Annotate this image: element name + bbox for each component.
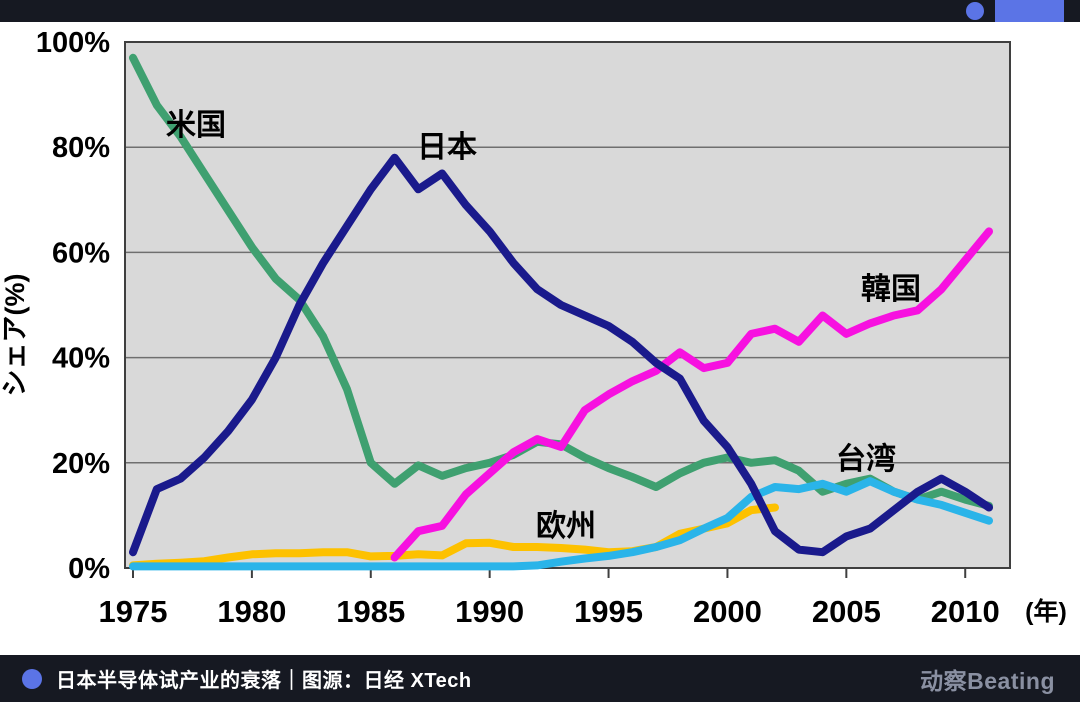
watermark-logo: 动察Beating — [920, 667, 1055, 694]
series-line-japan — [129, 153, 993, 557]
x-tick-label: 2010 — [931, 594, 1000, 629]
y-tick-label: 40% — [52, 343, 110, 375]
x-tick-label: 2005 — [812, 594, 881, 629]
y-tick-label: 60% — [52, 237, 110, 269]
y-tick-label: 100% — [36, 27, 110, 59]
bullet-dot-icon — [22, 668, 42, 689]
y-tick-label: 20% — [52, 448, 110, 480]
accent-dot-icon — [966, 2, 984, 20]
chart-area: 0% 20% 40% 60% 80% 100% 1975 1980 1985 1990 1995 20… — [0, 22, 1080, 655]
plot-border — [124, 41, 1011, 569]
series-label-europe: 欧州 — [536, 510, 596, 543]
x-axis-unit-label: (年) — [1025, 597, 1067, 626]
series-line-taiwan — [129, 477, 993, 571]
x-tick-label: 1990 — [455, 594, 524, 629]
y-tick-label: 0% — [68, 553, 110, 585]
x-tick-label: 1980 — [217, 594, 286, 629]
y-tick-label: 80% — [52, 132, 110, 164]
series-label-usa: 米国 — [166, 109, 226, 142]
x-tick-label: 1995 — [574, 594, 643, 629]
series-label-korea: 韓国 — [861, 273, 921, 306]
footer-bar: 日本半导体试产业的衰落｜图源：日经 XTech 动察Beating — [0, 655, 1080, 702]
x-tick-label: 1985 — [336, 594, 405, 629]
series-label-taiwan: 台湾 — [836, 442, 896, 476]
x-tick-label: 2000 — [693, 594, 762, 629]
series-line-korea — [390, 227, 993, 562]
series-label-japan: 日本 — [417, 131, 477, 164]
market-share-line-chart: 0% 20% 40% 60% 80% 100% 1975 1980 1985 1990 1995 20… — [0, 27, 1067, 629]
accent-rect — [995, 0, 1064, 22]
caption-text: 日本半导体试产业的衰落｜图源：日经 XTech — [56, 670, 472, 692]
y-axis-title: シェア(%) — [0, 274, 30, 397]
top-bar — [0, 0, 1080, 22]
x-tick-label: 1975 — [99, 594, 168, 629]
